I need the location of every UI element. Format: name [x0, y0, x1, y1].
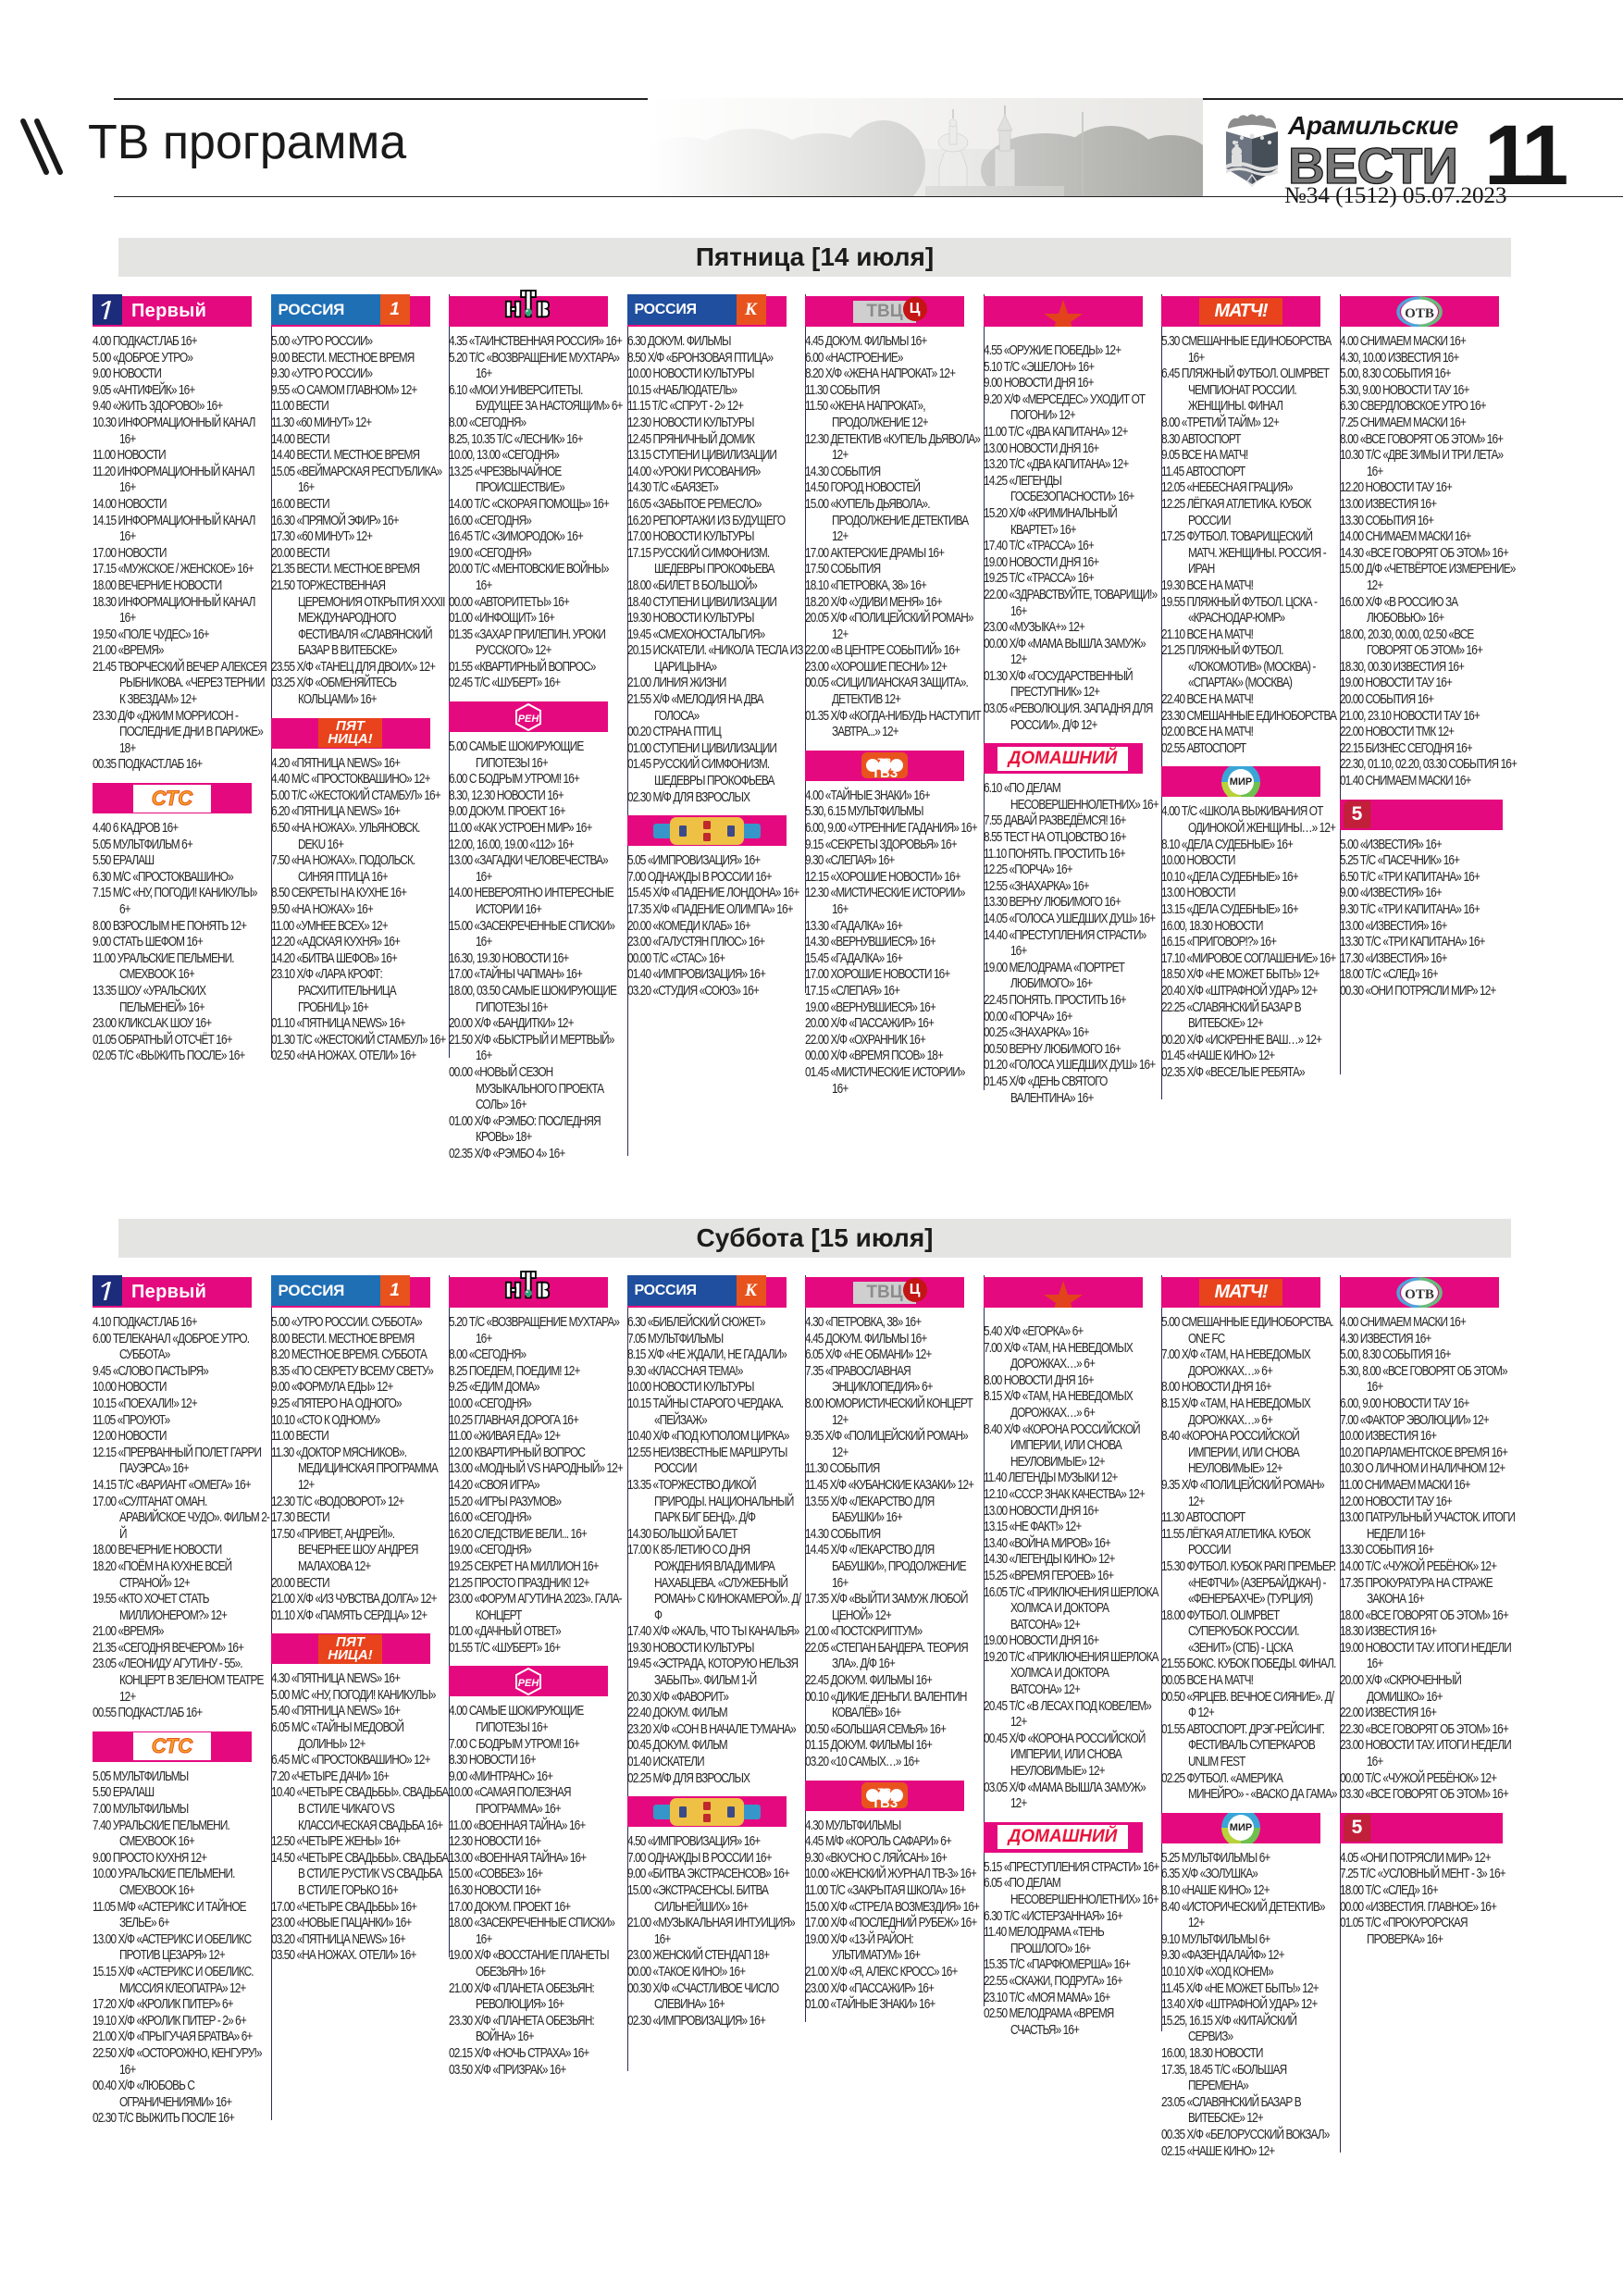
svg-text:ТВ3: ТВ3	[872, 1795, 898, 1810]
svg-text:РЕН: РЕН	[518, 714, 540, 725]
svg-text:ОТВ: ОТВ	[1405, 306, 1434, 321]
svg-text:ТВ3: ТВ3	[872, 765, 898, 780]
svg-text:ОТВ: ОТВ	[1405, 1287, 1434, 1302]
svg-text:РЕН: РЕН	[518, 1678, 540, 1689]
